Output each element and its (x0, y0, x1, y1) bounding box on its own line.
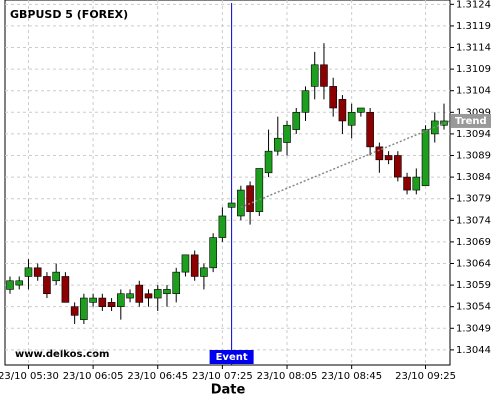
candle-body (24, 267, 33, 277)
candle-body (6, 280, 14, 290)
watermark: www.delkos.com (15, 349, 109, 360)
candle-body (218, 215, 227, 238)
y-tick-label: 1.3099 (456, 107, 491, 118)
candle-body (52, 271, 60, 282)
candle-body (33, 267, 42, 277)
y-tick-label: 1.3054 (456, 302, 491, 313)
y-tick-label: 1.3094 (456, 129, 491, 140)
x-tick-label: 23/10 05:30 (0, 371, 59, 382)
candle-body (273, 137, 282, 152)
candle-body (255, 168, 264, 212)
candle-body (153, 289, 162, 299)
x-axis-label: Date (211, 383, 246, 398)
candle-body (347, 112, 356, 126)
y-tick-label: 1.3124 (456, 0, 491, 10)
x-tick-label: 23/10 07:25 (192, 371, 253, 382)
x-tick-label: 23/10 09:25 (395, 371, 456, 382)
candle-body (301, 90, 310, 113)
x-tick-label: 23/10 06:45 (127, 371, 188, 382)
candle-body (394, 155, 402, 178)
candle-body (412, 176, 421, 191)
chart-title: GBPUSD 5 (FOREX) (10, 8, 128, 21)
candle-body (80, 297, 88, 320)
candle-body (264, 150, 273, 174)
candle-body (61, 276, 70, 303)
event-box (209, 350, 254, 364)
y-tick-label: 1.3044 (456, 345, 491, 356)
x-tick-label: 23/10 06:05 (63, 371, 124, 382)
candle-body (421, 129, 430, 187)
y-tick-label: 1.3114 (456, 43, 491, 54)
candle-body (403, 176, 411, 191)
candle-body (43, 276, 51, 295)
candle-body (200, 267, 208, 277)
candle-body (190, 254, 199, 277)
candle-body (283, 124, 291, 143)
candle-body (163, 289, 171, 295)
y-tick-label: 1.3119 (456, 21, 491, 32)
candle-body (357, 107, 365, 113)
candle-body (172, 271, 181, 295)
y-tick-label: 1.3109 (456, 64, 491, 75)
candle-body (107, 302, 116, 307)
y-tick-label: 1.3079 (456, 194, 491, 205)
trend-label: Trend (455, 116, 487, 127)
y-tick-label: 1.3069 (456, 237, 491, 248)
event-label: Event (216, 352, 248, 363)
candle-body (126, 293, 134, 299)
y-tick-label: 1.3084 (456, 172, 491, 183)
y-tick-label: 1.3059 (456, 280, 491, 291)
candle-body (15, 280, 24, 286)
y-tick-label: 1.3074 (456, 215, 491, 226)
y-tick-label: 1.3089 (456, 151, 491, 162)
candle-body (338, 99, 347, 122)
candle-body (320, 64, 328, 87)
y-tick-label: 1.3049 (456, 323, 491, 334)
candle-body (246, 185, 254, 212)
x-tick-label: 23/10 08:05 (257, 371, 318, 382)
candle-body (237, 189, 245, 217)
candle-body (209, 237, 217, 269)
candle-body (375, 146, 384, 161)
candle-body (181, 254, 190, 273)
candle-body (70, 306, 79, 316)
trend-box (451, 113, 491, 128)
y-tick-label: 1.3064 (456, 258, 491, 269)
candle-body (440, 120, 448, 126)
candle-body (135, 284, 144, 303)
candle-body (117, 293, 125, 307)
candle-body (89, 297, 97, 303)
candle-body (144, 293, 153, 299)
candle-body (329, 86, 337, 109)
candle-body (227, 202, 236, 208)
trend-line (240, 120, 451, 209)
x-tick-label: 23/10 08:45 (321, 371, 382, 382)
candle-body (384, 155, 393, 161)
candle-body (292, 112, 301, 130)
candle-body (310, 64, 319, 87)
candle-body (98, 297, 107, 307)
candle-body (366, 112, 374, 148)
y-tick-label: 1.3104 (456, 86, 491, 97)
plot-frame (4, 0, 451, 366)
